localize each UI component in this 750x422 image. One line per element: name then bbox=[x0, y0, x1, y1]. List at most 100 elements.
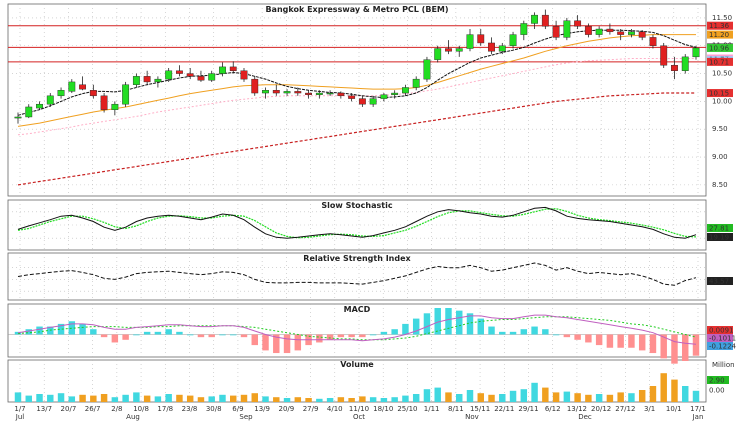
volume-bar bbox=[628, 393, 634, 402]
candle-body bbox=[69, 82, 75, 91]
volume-bar bbox=[456, 394, 462, 402]
x-axis-label: 23/8 bbox=[182, 405, 198, 413]
macd-histogram-bar bbox=[693, 335, 699, 356]
x-axis-month-label: Sep bbox=[239, 413, 253, 421]
volume-bar bbox=[165, 394, 171, 402]
volume-bar bbox=[607, 395, 613, 402]
macd-histogram-bar bbox=[348, 335, 354, 338]
price-tag-label: 11.20 bbox=[709, 31, 729, 39]
candle-body bbox=[660, 46, 666, 65]
candle-body bbox=[381, 95, 387, 99]
volume-bar bbox=[133, 392, 139, 402]
macd-histogram-bar bbox=[650, 335, 656, 354]
macd-histogram-bar bbox=[198, 335, 204, 338]
volume-bar bbox=[391, 397, 397, 402]
macd-histogram-bar bbox=[510, 332, 516, 335]
candle-body bbox=[521, 23, 527, 34]
candle-body bbox=[542, 15, 548, 26]
candle-body bbox=[639, 32, 645, 38]
volume-bar bbox=[531, 383, 537, 402]
x-axis-label: 3/1 bbox=[644, 405, 655, 413]
volume-bar bbox=[542, 388, 548, 402]
price-tag-label: 10.15 bbox=[709, 90, 729, 98]
x-axis-label: 13/9 bbox=[254, 405, 270, 413]
price-panel-title: Bangkok Expressway & Metro PCL (BEM) bbox=[265, 5, 448, 14]
macd-histogram-bar bbox=[445, 308, 451, 335]
candle-body bbox=[424, 60, 430, 79]
candle-body bbox=[682, 57, 688, 71]
candle-body bbox=[693, 48, 699, 57]
volume-bar bbox=[208, 396, 214, 402]
candle-body bbox=[198, 76, 204, 80]
macd-histogram-bar bbox=[617, 335, 623, 348]
x-axis-label: 20/12 bbox=[591, 405, 611, 413]
candle-body bbox=[596, 29, 602, 35]
macd-histogram-bar bbox=[133, 335, 139, 336]
macd-histogram-bar bbox=[381, 332, 387, 335]
x-axis-label: 27/9 bbox=[303, 405, 319, 413]
volume-bar bbox=[682, 386, 688, 402]
candle-body bbox=[47, 96, 53, 104]
volume-bar bbox=[434, 388, 440, 402]
price-tick-label: 9.50 bbox=[712, 125, 728, 133]
macd-histogram-bar bbox=[542, 329, 548, 334]
x-axis-label: 20/7 bbox=[61, 405, 77, 413]
rsi-panel-title: Relative Strength Index bbox=[303, 254, 411, 263]
x-axis-month-label: Oct bbox=[353, 413, 365, 421]
candle-body bbox=[327, 93, 333, 94]
candle-body bbox=[58, 90, 64, 96]
candle-body bbox=[413, 79, 419, 87]
volume-tag-label: 0.00 bbox=[709, 387, 725, 395]
volume-bar bbox=[521, 389, 527, 402]
macd-tag-label: 0.0091 bbox=[709, 327, 734, 335]
volume-bar bbox=[596, 394, 602, 402]
volume-bar bbox=[90, 396, 96, 402]
macd-histogram-bar bbox=[607, 335, 613, 348]
candle-body bbox=[359, 99, 365, 105]
macd-histogram-bar bbox=[424, 313, 430, 334]
volume-bar bbox=[424, 389, 430, 402]
candle-body bbox=[26, 107, 32, 117]
macd-histogram-bar bbox=[230, 335, 236, 336]
volume-bar bbox=[574, 393, 580, 402]
volume-bar bbox=[338, 397, 344, 402]
volume-bar bbox=[58, 393, 64, 402]
volume-panel-title: Volume bbox=[340, 360, 374, 369]
macd-histogram-bar bbox=[628, 335, 634, 348]
x-axis-label: 26/7 bbox=[85, 405, 101, 413]
volume-bar bbox=[370, 397, 376, 402]
candle-body bbox=[112, 104, 118, 110]
x-axis-label: 6/12 bbox=[545, 405, 561, 413]
candle-body bbox=[564, 21, 570, 38]
volume-bar bbox=[305, 398, 311, 402]
stoch-panel-title: Slow Stochastic bbox=[321, 201, 392, 210]
candle-body bbox=[607, 29, 613, 32]
volume-bar bbox=[327, 398, 333, 402]
candle-body bbox=[305, 93, 311, 95]
macd-histogram-bar bbox=[564, 335, 570, 338]
x-axis-label: 20/9 bbox=[278, 405, 294, 413]
volume-bar bbox=[273, 397, 279, 402]
candle-body bbox=[348, 96, 354, 99]
macd-histogram-bar bbox=[219, 335, 225, 336]
candle-body bbox=[133, 76, 139, 84]
candle-body bbox=[316, 93, 322, 95]
volume-bar bbox=[219, 395, 225, 402]
x-axis-label: 29/11 bbox=[518, 405, 538, 413]
macd-panel-title: MACD bbox=[344, 305, 371, 314]
x-axis-label: 17/8 bbox=[157, 405, 173, 413]
price-tick-label: 10.50 bbox=[712, 70, 732, 78]
price-tick-label: 10.00 bbox=[712, 97, 732, 105]
volume-bar bbox=[284, 398, 290, 402]
volume-bar bbox=[499, 394, 505, 402]
volume-bar bbox=[252, 393, 258, 402]
candle-body bbox=[338, 93, 344, 96]
candle-body bbox=[187, 74, 193, 77]
macd-histogram-bar bbox=[295, 335, 301, 351]
macd-histogram-bar bbox=[521, 329, 527, 334]
candle-body bbox=[402, 87, 408, 93]
volume-bar bbox=[295, 397, 301, 402]
x-axis-label: 10/8 bbox=[133, 405, 149, 413]
candle-body bbox=[628, 32, 634, 35]
